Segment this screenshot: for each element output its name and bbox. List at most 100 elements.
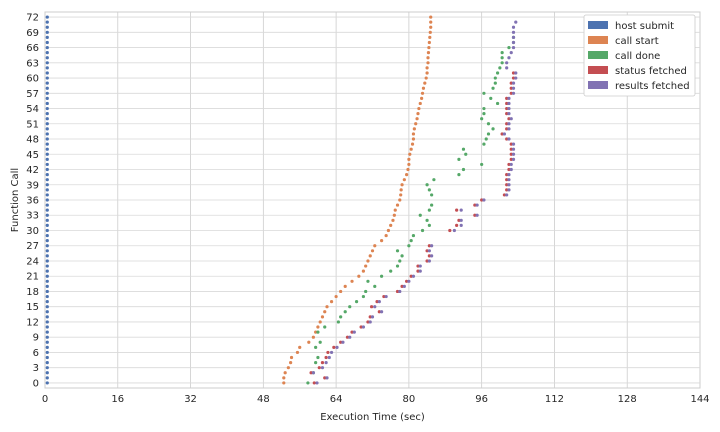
y-tick-label: 36: [26, 196, 39, 207]
data-point: [495, 71, 500, 75]
data-point: [295, 350, 300, 355]
data-point: [409, 239, 413, 243]
data-point: [482, 112, 486, 116]
data-point: [507, 56, 511, 60]
data-point: [45, 289, 49, 294]
data-point: [411, 132, 416, 136]
data-point: [491, 127, 495, 131]
data-point: [45, 249, 49, 253]
data-point: [429, 25, 433, 29]
data-point: [318, 320, 322, 324]
data-point: [395, 249, 400, 253]
data-point: [323, 376, 327, 380]
data-point: [509, 142, 513, 146]
data-point: [395, 264, 400, 268]
data-point: [511, 76, 516, 80]
data-point: [489, 96, 493, 100]
series-host-submit: [45, 15, 49, 385]
y-tick-label: 24: [26, 256, 39, 267]
series-results-fetched: [311, 20, 518, 385]
data-point: [335, 345, 339, 349]
data-point: [314, 330, 318, 334]
data-point: [486, 122, 491, 126]
data-point: [427, 208, 431, 212]
data-point: [45, 61, 49, 65]
data-point: [430, 193, 434, 197]
data-point: [45, 340, 49, 344]
data-point: [473, 213, 477, 217]
legend-swatch: [588, 66, 608, 74]
data-point: [509, 162, 513, 167]
y-tick-label: 27: [26, 241, 39, 252]
data-point: [45, 142, 49, 146]
data-point: [507, 167, 511, 172]
data-point: [325, 376, 329, 380]
y-tick-label: 6: [33, 348, 39, 359]
data-point: [452, 228, 456, 233]
legend-swatch: [588, 51, 608, 59]
data-point: [407, 162, 411, 167]
data-point: [426, 56, 430, 60]
data-point: [45, 15, 49, 19]
data-point: [455, 208, 459, 212]
data-point: [505, 193, 509, 197]
data-point: [482, 198, 486, 202]
data-point: [507, 45, 511, 50]
data-point: [507, 178, 511, 182]
data-point: [511, 142, 516, 146]
data-point: [45, 294, 49, 299]
y-axis: 0369121518212427303336394245485154576063…: [26, 13, 39, 390]
data-point: [282, 381, 286, 385]
x-tick-label: 80: [403, 394, 416, 405]
data-point: [45, 279, 49, 283]
data-point: [400, 254, 404, 258]
data-point: [464, 152, 468, 156]
data-point: [426, 61, 430, 65]
data-point: [45, 274, 49, 278]
data-point: [511, 71, 516, 75]
data-point: [309, 371, 313, 375]
data-point: [316, 325, 320, 329]
data-point: [427, 254, 431, 258]
data-point: [418, 269, 422, 273]
data-point: [45, 239, 49, 243]
data-point: [511, 40, 516, 45]
y-tick-label: 12: [26, 317, 39, 328]
data-point: [45, 188, 49, 192]
data-point: [311, 371, 315, 375]
data-point: [45, 254, 49, 258]
data-point: [45, 81, 49, 85]
data-point: [416, 112, 420, 116]
data-point: [320, 366, 325, 370]
data-point: [509, 167, 513, 172]
data-point: [427, 45, 431, 50]
legend-swatch: [588, 36, 608, 44]
data-point: [402, 178, 406, 182]
data-point: [311, 335, 315, 339]
data-point: [354, 300, 359, 304]
data-point: [317, 366, 321, 370]
data-point: [45, 56, 49, 60]
data-point: [475, 203, 479, 207]
data-point: [416, 269, 420, 273]
data-point: [45, 203, 49, 207]
data-point: [418, 213, 422, 217]
x-tick-label: 48: [257, 394, 270, 405]
data-point: [507, 117, 511, 121]
data-point: [373, 284, 377, 288]
data-point: [511, 25, 516, 29]
data-point: [45, 305, 49, 309]
y-tick-label: 42: [26, 165, 39, 176]
x-tick-label: 128: [618, 394, 637, 405]
data-point: [45, 193, 49, 197]
data-point: [427, 249, 431, 253]
data-point: [370, 315, 375, 319]
data-point: [418, 264, 422, 268]
data-point: [359, 325, 363, 329]
y-tick-label: 0: [33, 378, 39, 389]
data-point: [511, 147, 516, 151]
data-point: [289, 360, 293, 365]
x-tick-label: 0: [42, 394, 48, 405]
data-point: [505, 112, 509, 116]
data-point: [352, 330, 356, 334]
